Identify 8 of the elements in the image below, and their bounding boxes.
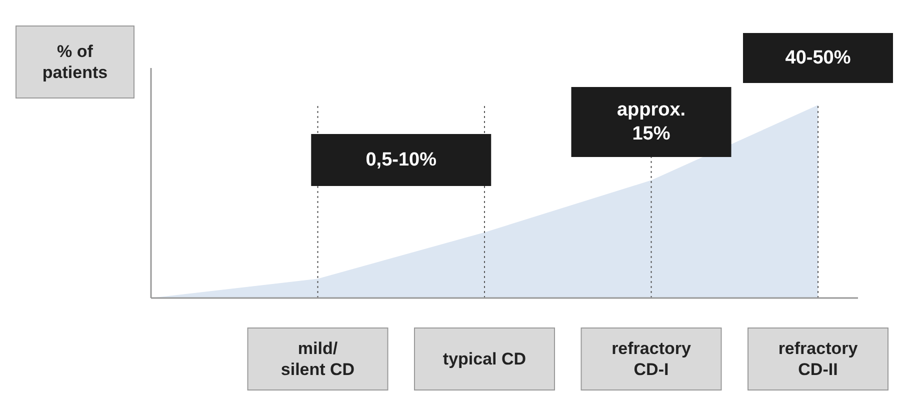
x-tick-label: mild/ silent CD (280, 338, 355, 380)
annotation: 0,5-10% (366, 150, 437, 170)
annotation: approx. 15% (616, 100, 686, 144)
x-tick-label: typical CD (442, 350, 526, 368)
y-axis-title: % of patients (42, 42, 108, 82)
text: 40-50% (785, 48, 851, 68)
x-tick-label: refractory CD-I (612, 338, 692, 380)
x-tick-label: refractory CD-II (778, 338, 858, 380)
